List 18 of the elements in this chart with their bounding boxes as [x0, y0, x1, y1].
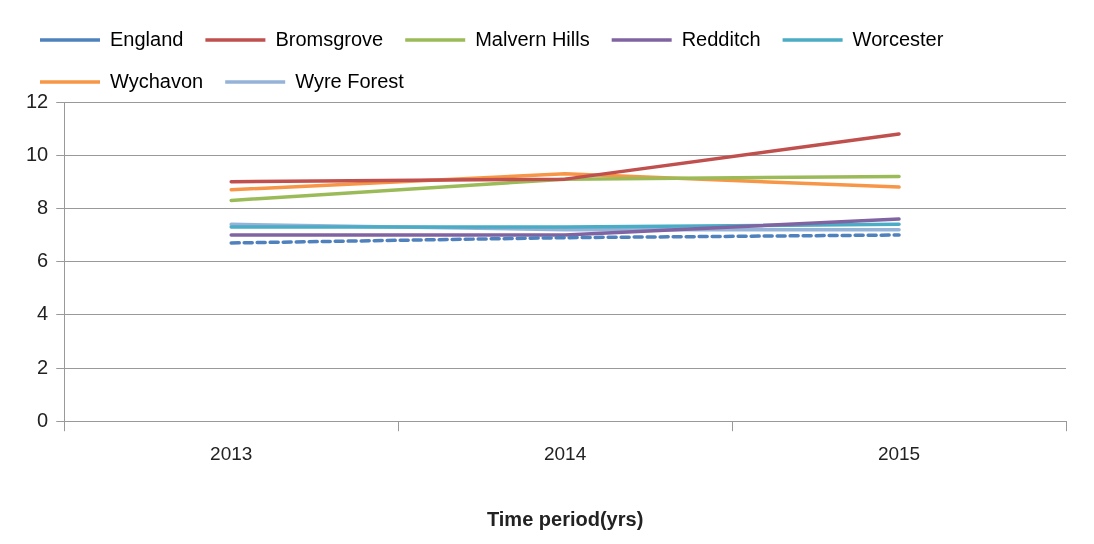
- legend-label: Wychavon: [110, 69, 204, 92]
- legend-label: England: [110, 27, 184, 50]
- y-tick-label: 6: [37, 249, 49, 272]
- legend-label: Bromsgrove: [275, 27, 384, 50]
- x-tick-label: 2014: [543, 442, 587, 464]
- y-tick-label: 2: [37, 355, 49, 378]
- y-tick-label: 0: [37, 408, 49, 431]
- x-axis-title: Time period(yrs): [486, 507, 644, 530]
- legend-label: Wyre Forest: [295, 69, 405, 92]
- legend-label: Worcester: [852, 27, 944, 50]
- x-tick-label: 2013: [210, 442, 253, 464]
- y-tick-label: 8: [37, 195, 49, 218]
- y-tick-label: 10: [26, 142, 49, 165]
- legend-label: Redditch: [681, 27, 761, 50]
- x-tick-label: 2015: [877, 442, 921, 464]
- y-tick-label: 12: [26, 89, 49, 112]
- legend-label: Malvern Hills: [475, 27, 590, 50]
- y-tick-label: 4: [37, 302, 49, 325]
